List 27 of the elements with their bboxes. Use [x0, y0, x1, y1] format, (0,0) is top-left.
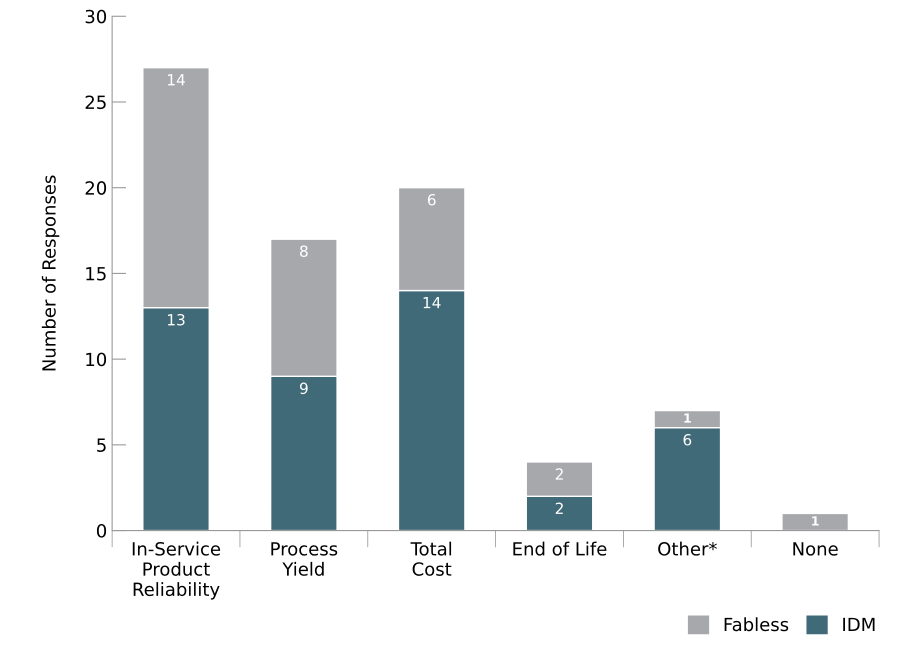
data-label: 14 — [424, 297, 441, 308]
y-tick-label: 0 — [96, 524, 106, 538]
data-label: 2 — [556, 468, 563, 480]
x-tick-label: Process Yield — [271, 542, 338, 576]
data-label: 13 — [168, 314, 185, 326]
data-label: 14 — [168, 74, 185, 86]
x-tick-label: Total Cost — [410, 542, 452, 576]
y-tick-label: 15 — [86, 267, 106, 281]
x-tick-label: None — [793, 542, 838, 556]
data-label: 9 — [300, 382, 308, 394]
x-tick-label: In-Service Product Reliability — [132, 542, 220, 600]
data-label: 1 — [812, 516, 819, 526]
legend-label: Fabless — [724, 617, 788, 632]
data-label: 1 — [684, 413, 691, 423]
data-label: 2 — [556, 502, 563, 514]
data-label: 8 — [300, 245, 308, 257]
x-tick-label: Other* — [658, 542, 717, 556]
y-tick-label: 20 — [86, 181, 106, 195]
y-axis-title: Number of Responses — [42, 176, 60, 370]
legend-label: IDM — [843, 618, 874, 631]
y-tick-label: 5 — [97, 438, 106, 452]
data-label: 6 — [428, 194, 436, 206]
y-tick-label: 25 — [86, 95, 106, 110]
y-tick-label: 30 — [86, 10, 106, 24]
data-label: 6 — [684, 434, 692, 446]
y-tick-label: 10 — [86, 352, 106, 366]
x-tick-label: End of Life — [513, 542, 606, 556]
